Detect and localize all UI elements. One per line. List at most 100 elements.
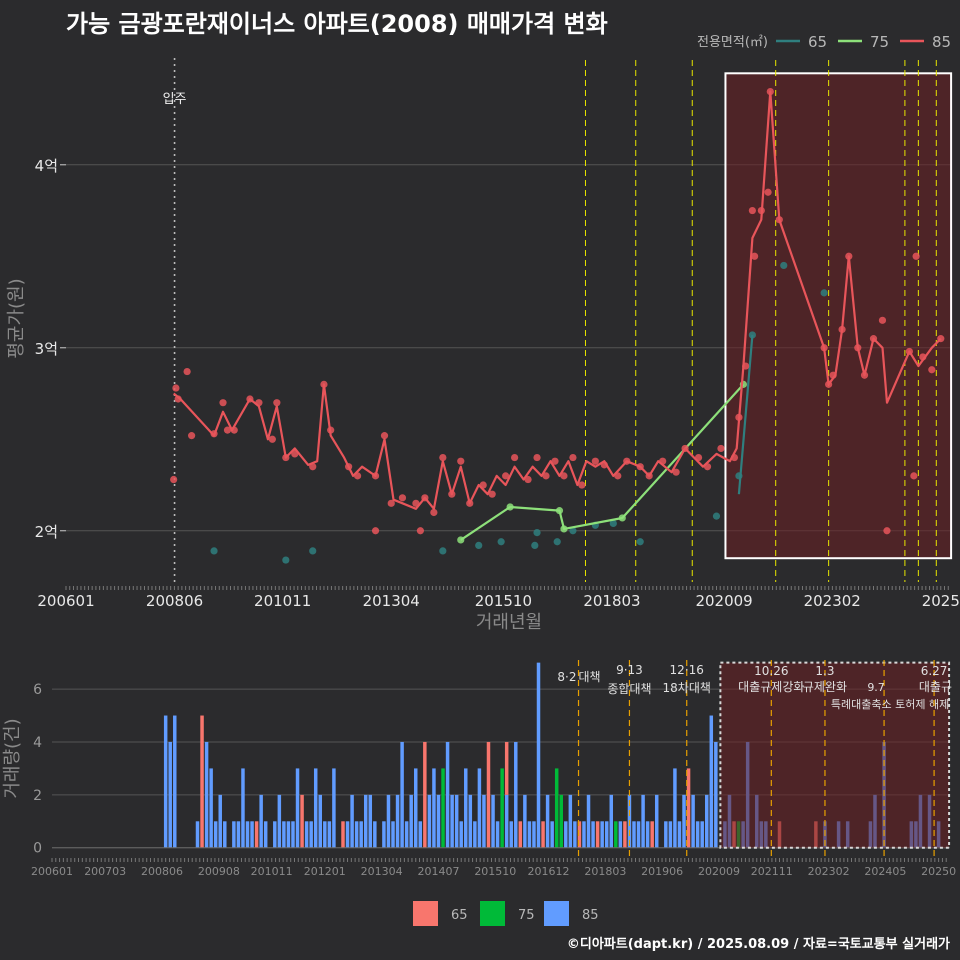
volume-bar-85 bbox=[504, 794, 509, 848]
series-85-point bbox=[457, 457, 465, 465]
series-65-point bbox=[569, 527, 577, 535]
volume-bar-65 bbox=[341, 821, 345, 848]
series-85-point bbox=[430, 508, 438, 517]
volume-bar-85 bbox=[545, 794, 550, 848]
volume-bar-65 bbox=[254, 821, 259, 848]
volume-bar-85 bbox=[573, 821, 577, 848]
price-x-tick-label: 201304 bbox=[363, 592, 420, 610]
volume-bar-85 bbox=[568, 794, 573, 848]
series-85-point bbox=[268, 435, 276, 443]
volume-y-tick-label: 0 bbox=[33, 841, 42, 857]
volume-bar-85 bbox=[527, 821, 532, 848]
volume-x-tick-label: 200908 bbox=[198, 865, 240, 878]
series-85-point bbox=[230, 426, 238, 434]
volume-x-tick-label: 202405 bbox=[864, 865, 906, 878]
volume-legend-key-85 bbox=[544, 901, 569, 926]
series-85-point bbox=[353, 472, 362, 480]
volume-bar-85 bbox=[263, 821, 268, 848]
volume-bar-85 bbox=[414, 768, 418, 848]
volume-bar-85 bbox=[664, 821, 668, 848]
volume-x-tick-label: 201201 bbox=[304, 865, 346, 878]
volume-x-tick-label: 202111 bbox=[751, 865, 793, 878]
volume-x-tick-label: 202302 bbox=[808, 865, 850, 878]
series-85-point bbox=[591, 457, 599, 465]
volume-bar-85 bbox=[218, 794, 222, 848]
series-75-point bbox=[506, 503, 514, 511]
series-85-point bbox=[380, 432, 389, 440]
series-85-point bbox=[825, 380, 833, 388]
volume-bar-85 bbox=[195, 821, 200, 848]
series-85-point bbox=[764, 188, 772, 196]
series-85-point bbox=[448, 490, 456, 498]
volume-bar-85 bbox=[673, 768, 677, 848]
volume-x-tick-label: 201510 bbox=[474, 865, 516, 878]
volume-legend-key-65 bbox=[413, 901, 438, 926]
volume-bar-85 bbox=[323, 821, 327, 848]
price-x-tick-label: 2025 bbox=[922, 592, 960, 610]
series-85-point bbox=[569, 453, 577, 462]
volume-bar-85 bbox=[609, 794, 614, 848]
volume-x-tick-label: 201906 bbox=[641, 865, 683, 878]
series-85-point bbox=[172, 384, 180, 392]
series-85-point bbox=[919, 353, 927, 361]
volume-bar-85 bbox=[495, 821, 500, 848]
volume-bar-85 bbox=[705, 794, 709, 848]
series-65-point bbox=[553, 538, 561, 546]
series-85-point bbox=[681, 444, 689, 453]
legend-label-65: 65 bbox=[808, 33, 827, 51]
volume-bar-85 bbox=[491, 794, 495, 848]
series-85-point bbox=[533, 453, 541, 462]
series-65-point bbox=[735, 472, 743, 480]
volume-bar-85 bbox=[223, 821, 227, 848]
policy-event-label: 18차대책 bbox=[663, 680, 711, 695]
volume-bar-85 bbox=[209, 768, 213, 848]
volume-bar-85 bbox=[213, 821, 218, 848]
volume-bar-65 bbox=[423, 741, 427, 848]
source-credit: ©디아파트(dapt.kr) / 2025.08.09 / 자료=국토교통부 실… bbox=[566, 937, 950, 952]
volume-bar-85 bbox=[582, 821, 586, 848]
volume-bar-85 bbox=[432, 768, 436, 848]
price-x-tick-label: 201803 bbox=[583, 592, 640, 610]
volume-bar-75 bbox=[441, 768, 445, 848]
volume-bar-85 bbox=[468, 794, 473, 848]
series-85-point bbox=[412, 499, 420, 507]
volume-bar-85 bbox=[318, 794, 323, 848]
series-65-point bbox=[820, 289, 828, 297]
price-x-tick-label: 200601 bbox=[37, 592, 94, 610]
volume-bar-85 bbox=[373, 821, 377, 848]
volume-bar-85 bbox=[695, 821, 700, 848]
volume-y-tick-label: 4 bbox=[33, 735, 42, 751]
series-85-point bbox=[735, 413, 743, 421]
volume-bar-85 bbox=[350, 794, 354, 848]
policy-event-date: 9·13 bbox=[616, 663, 643, 677]
volume-legend-label-85: 85 bbox=[582, 908, 599, 923]
volume-bar-85 bbox=[523, 794, 527, 848]
series-85-point bbox=[694, 453, 703, 462]
volume-bar-85 bbox=[677, 821, 682, 848]
series-65-point bbox=[748, 331, 756, 339]
policy-event-date: 9.7 bbox=[867, 681, 885, 694]
series-65-point bbox=[210, 547, 218, 555]
volume-bar-85 bbox=[418, 821, 423, 848]
policy-event-date: 12·16 bbox=[670, 663, 704, 677]
price-y-tick-label: 4억 bbox=[35, 157, 58, 175]
series-85-point bbox=[488, 490, 496, 498]
series-85-point bbox=[578, 481, 586, 489]
series-65-point bbox=[533, 528, 541, 537]
volume-bar-85 bbox=[309, 821, 313, 848]
volume-x-tick-label: 200806 bbox=[141, 865, 183, 878]
series-85-point bbox=[730, 453, 739, 462]
volume-bar-65 bbox=[595, 821, 600, 848]
volume-bar-65 bbox=[650, 821, 654, 848]
series-85-point bbox=[757, 206, 765, 215]
series-85-point bbox=[309, 463, 317, 471]
volume-bar-85 bbox=[163, 715, 168, 848]
series-85-point bbox=[659, 457, 667, 465]
volume-bar-85 bbox=[714, 741, 718, 848]
policy-event-label: 대출규 bbox=[919, 680, 952, 694]
series-85-point bbox=[371, 527, 380, 535]
volume-y-tick-label: 2 bbox=[33, 788, 42, 804]
series-65-point bbox=[309, 547, 317, 555]
series-85-point bbox=[703, 463, 712, 471]
series-85-point bbox=[223, 426, 232, 434]
